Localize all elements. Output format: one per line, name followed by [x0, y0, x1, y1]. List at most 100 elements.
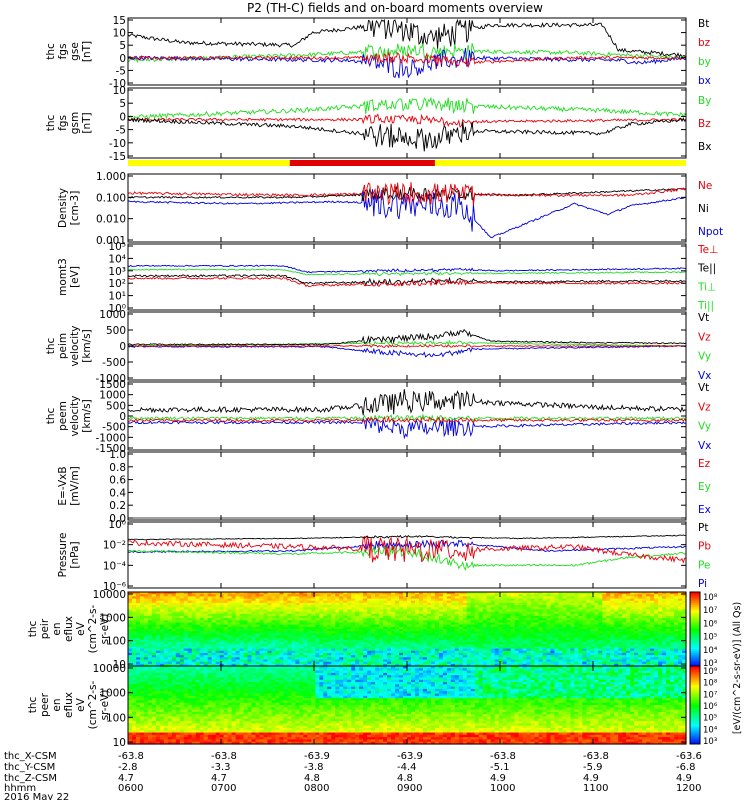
spectrogram-cell: [438, 618, 444, 621]
spectrogram-cell: [291, 594, 296, 597]
spectrogram-cell: [331, 629, 336, 632]
spectrogram-cell: [311, 644, 316, 648]
spectrogram-cell: [407, 659, 412, 663]
spectrogram-cell: [171, 596, 177, 600]
spectrogram-cell: [335, 624, 340, 628]
spectrogram-cell: [235, 609, 241, 613]
spectrogram-cell: [458, 663, 464, 667]
spectrogram-cell: [438, 598, 444, 602]
spectrogram-cell: [171, 635, 177, 639]
spectrogram-cell: [526, 605, 532, 608]
spectrogram-cell: [359, 637, 364, 641]
spectrogram-cell: [470, 633, 476, 637]
spectrogram-cell: [135, 652, 141, 656]
spectrogram-cell: [502, 609, 508, 613]
spectrogram-cell: [223, 607, 229, 611]
spectrogram-cell: [422, 657, 428, 661]
series-line: [127, 268, 687, 277]
spectrogram-cell: [606, 648, 611, 652]
spectrogram-cell: [287, 657, 293, 661]
spectrogram-cell: [658, 629, 663, 632]
spectrogram-cell: [311, 605, 316, 608]
spectrogram-cell: [399, 594, 404, 597]
spectrogram-cell: [526, 644, 532, 648]
spectrogram-cell: [546, 602, 552, 606]
spectrogram-cell: [371, 598, 376, 602]
spectrogram-cell: [215, 605, 221, 608]
spectrogram-cell: [650, 609, 655, 613]
spectrogram-cell: [343, 620, 348, 624]
spectrogram-cell: [235, 607, 241, 611]
spectrogram-cell: [159, 626, 165, 630]
spectrogram-cell: [430, 611, 436, 615]
spectrogram-cell: [383, 600, 388, 604]
spectrogram-cell: [550, 626, 556, 630]
spectrogram-cell: [263, 633, 269, 637]
spectrogram-cell: [247, 600, 253, 604]
spectrogram-cell: [426, 661, 432, 665]
spectrogram-cell: [578, 596, 583, 600]
spectrogram-cell: [606, 607, 611, 611]
spectrogram-cell: [215, 624, 221, 628]
spectrogram-cell: [335, 644, 340, 648]
spectrogram-cell: [315, 635, 320, 639]
spectrogram-cell: [530, 659, 536, 663]
spectrogram-cell: [518, 622, 524, 626]
spectrogram-cell: [351, 648, 356, 652]
spectrogram-cell: [191, 624, 197, 628]
spectrogram-cell: [426, 657, 432, 661]
spectrogram-cell: [530, 594, 536, 597]
spectrogram-cell: [223, 624, 229, 628]
spectrogram-cell: [614, 650, 619, 654]
spectrogram-cell: [219, 663, 225, 667]
spectrogram-cell: [498, 620, 504, 624]
spectrogram-cell: [426, 663, 432, 667]
spectrogram-cell: [538, 659, 544, 663]
spectrogram-cell: [606, 661, 611, 665]
spectrogram-cell: [303, 626, 308, 630]
spectrogram-cell: [498, 644, 504, 648]
spectrogram-cell: [231, 594, 237, 597]
spectrogram-cell: [598, 615, 603, 619]
spectrogram-cell: [395, 611, 400, 615]
spectrogram-cell: [299, 600, 304, 604]
spectrogram-cell: [283, 629, 289, 632]
spectrogram-cell: [143, 620, 149, 624]
spectrogram-cell: [211, 652, 217, 656]
spectrogram-cell: [335, 596, 340, 600]
spectrogram-cell: [351, 624, 356, 628]
spectrogram-cell: [319, 659, 324, 663]
spectrogram-cell: [550, 600, 556, 604]
panel-frame: [127, 173, 687, 243]
spectrogram-cell: [207, 639, 213, 643]
spectrogram-cell: [291, 600, 296, 604]
spectrogram-cell: [359, 592, 364, 595]
spectrogram-cell: [546, 615, 552, 619]
spectrogram-cell: [211, 646, 217, 650]
spectrogram-cell: [387, 652, 392, 656]
spectrogram-cell: [530, 661, 536, 665]
spectrogram-cell: [128, 639, 133, 643]
spectrogram-cell: [518, 633, 524, 637]
spectrogram-cell: [207, 618, 213, 621]
spectrogram-cell: [147, 631, 153, 634]
spectrogram-cell: [578, 652, 583, 656]
spectrogram-cell: [450, 637, 456, 641]
spectrogram-cell: [626, 600, 631, 604]
spectrogram-cell: [355, 609, 360, 613]
spectrogram-cell: [271, 648, 277, 652]
spectrogram-cell: [347, 620, 352, 624]
spectrogram-cell: [363, 659, 368, 663]
spectrogram-cell: [566, 626, 572, 630]
spectrogram-cell: [163, 605, 169, 608]
legend-entry: Vz: [698, 401, 711, 413]
spectrogram-cell: [343, 639, 348, 643]
spectrogram-cell: [403, 650, 408, 654]
spectrogram-cell: [155, 600, 161, 604]
spectrogram-cell: [498, 657, 504, 661]
spectrogram-cell: [215, 594, 221, 597]
spectrogram-cell: [522, 644, 528, 648]
spectrogram-cell: [462, 607, 468, 611]
spectrogram-cell: [606, 620, 611, 624]
